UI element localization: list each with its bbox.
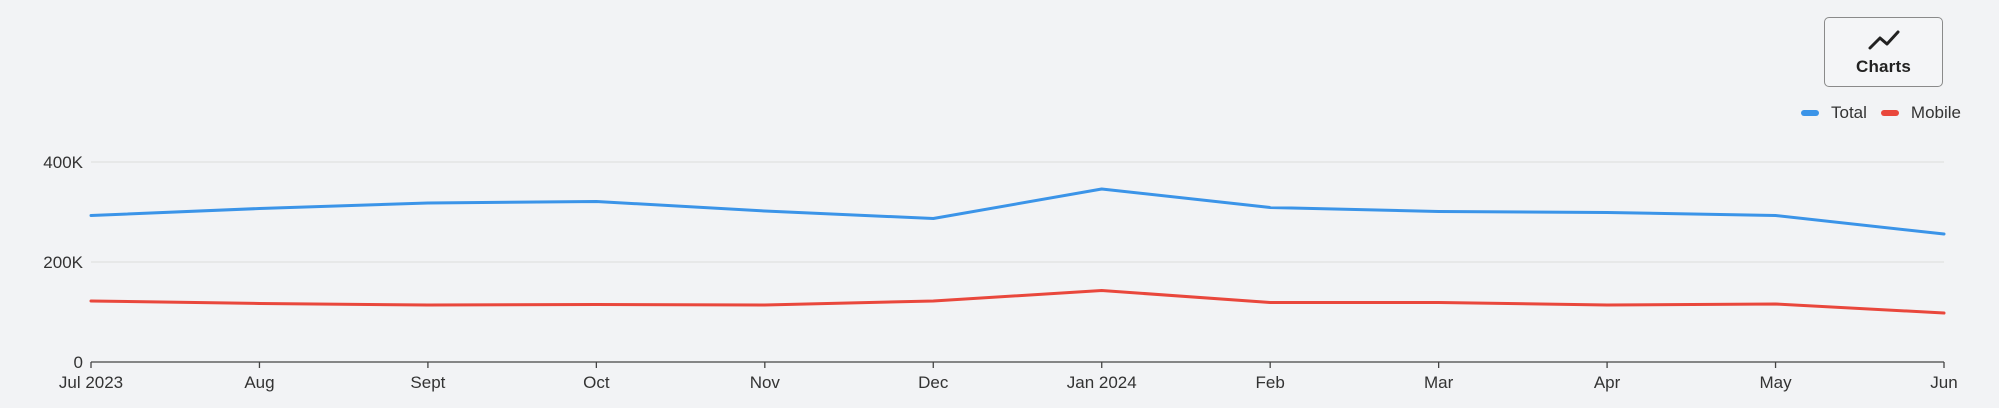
legend-swatch-mobile [1880,110,1899,116]
y-tick-label: 400K [43,153,83,172]
charts-button[interactable]: Charts [1824,17,1943,87]
x-tick-label: Nov [750,373,781,392]
x-tick-label: Mar [1424,373,1454,392]
line-chart-icon [1868,30,1899,50]
legend-label-total: Total [1830,103,1867,122]
x-tick-label: Jan 2024 [1067,373,1137,392]
legend-item-total[interactable]: Total [1800,103,1867,123]
grid-layer [91,161,1944,263]
legend-label-mobile: Mobile [1910,103,1961,122]
x-tick-label: May [1759,373,1792,392]
x-tick-label: Dec [918,373,949,392]
series-line-total[interactable] [89,187,1946,236]
series-line-mobile[interactable] [89,289,1946,315]
x-tick-label: Sept [410,373,445,392]
charts-button-label: Charts [1855,57,1912,76]
label-layer: 0 200K 400K Jul 2023 Aug Sept Oct Nov Dec Jan 202… [43,153,1957,392]
y-tick-label: 0 [74,353,83,372]
axis-layer [90,361,1945,368]
y-tick-label: 200K [43,253,83,272]
x-tick-label: Jun [1930,373,1957,392]
series-layer [89,187,1946,315]
chart-legend: Total Mobile [1787,101,1961,125]
x-tick-label: Apr [1594,373,1621,392]
x-tick-label: Feb [1256,373,1285,392]
legend-item-mobile[interactable]: Mobile [1880,103,1961,123]
x-tick-label: Jul 2023 [59,373,123,392]
legend-swatch-total [1800,110,1819,116]
x-tick-label: Aug [244,373,274,392]
x-tick-label: Oct [583,373,610,392]
